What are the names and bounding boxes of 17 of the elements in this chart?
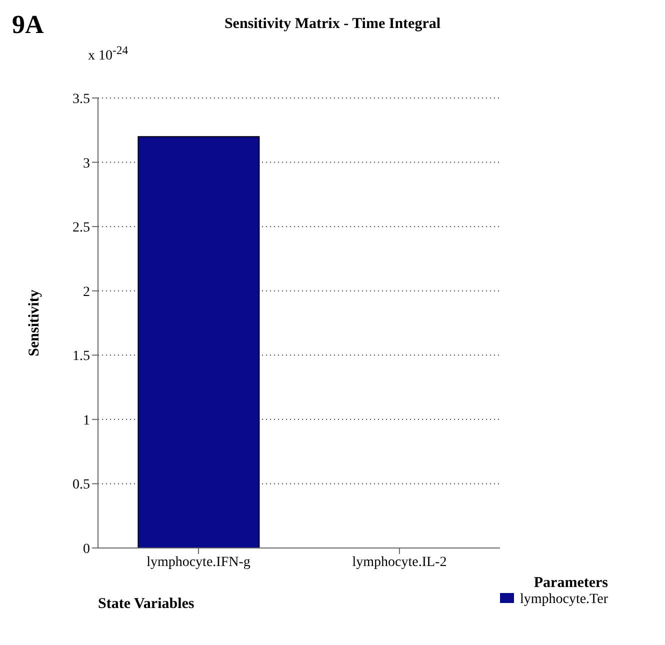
legend-label: lymphocyte.Ter bbox=[518, 592, 608, 608]
y-axis-title: Sensitivity bbox=[26, 289, 42, 356]
x-axis-title: State Variables bbox=[98, 596, 194, 612]
y-tick-label: 2.5 bbox=[72, 220, 90, 236]
text: 9A bbox=[12, 10, 44, 39]
text: x 10$^{-24}$ bbox=[88, 44, 128, 64]
y-tick-label: 1 bbox=[83, 413, 90, 428]
chart-title: Sensitivity Matrix - Time Integral bbox=[224, 16, 441, 32]
x-tick-label: lymphocyte.IFN-g bbox=[146, 554, 250, 570]
legend-title: Parameters bbox=[532, 575, 608, 592]
y-tick-label: 0 bbox=[83, 542, 90, 557]
y-tick-label: 2 bbox=[83, 284, 90, 300]
y-tick-label: 1.5 bbox=[72, 349, 90, 364]
y-tick-label: 3.5 bbox=[72, 92, 90, 107]
y-tick-label: 0.5 bbox=[72, 478, 90, 493]
y-tick-label: 3 bbox=[83, 156, 90, 172]
x-tick-label: lymphocyte.IL-2 bbox=[352, 554, 447, 570]
